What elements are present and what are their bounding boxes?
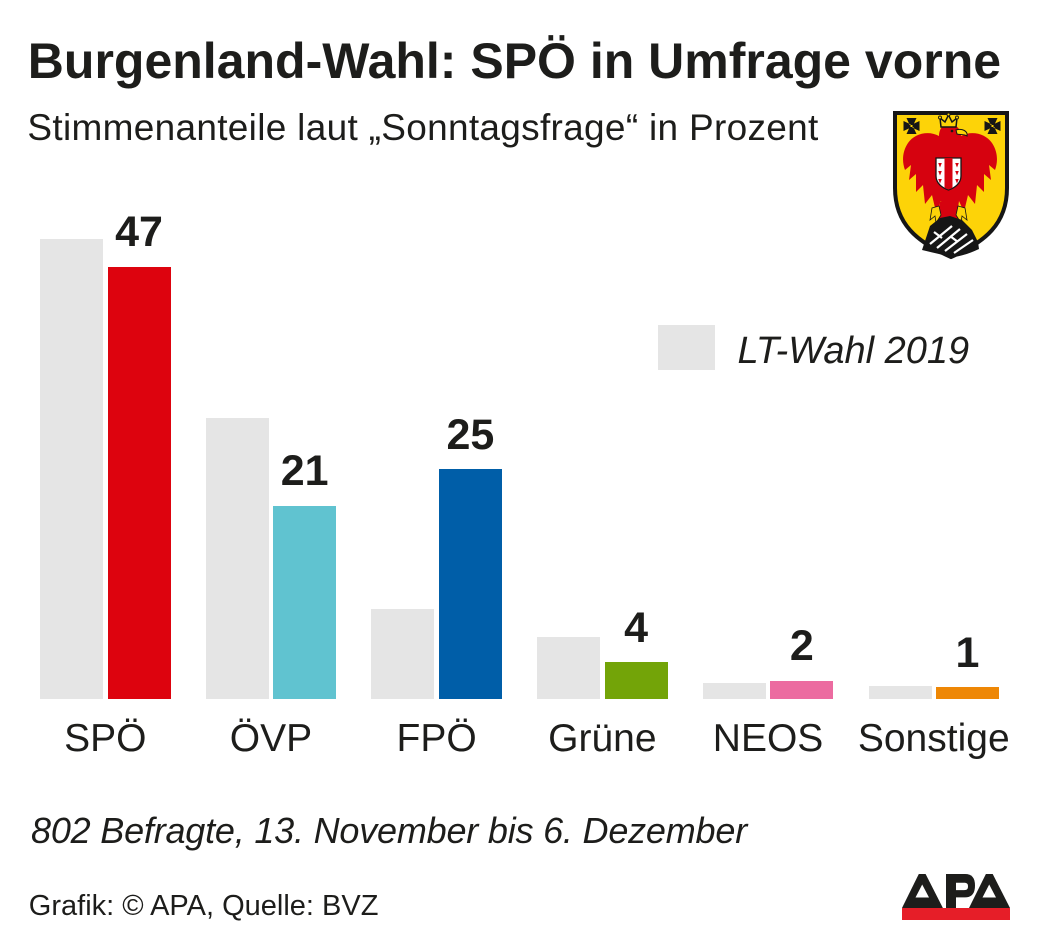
bar-value-label: 4 [624, 603, 649, 652]
rock-icon [922, 205, 979, 257]
survey-note: 802 Befragte, 13. November bis 6. Dezemb… [31, 809, 747, 851]
apa-logo-icon [902, 874, 1010, 920]
legend-swatch [658, 325, 715, 370]
bar-sonntagsfrage [107, 266, 171, 699]
category-label: Sonstige [857, 717, 1010, 760]
bar-value-label: 25 [446, 410, 495, 459]
bar-sonntagsfrage [438, 469, 502, 699]
legend-label: LT-Wahl 2019 [737, 329, 970, 372]
page-title: Burgenland-Wahl: SPÖ in Umfrage vorne [27, 32, 1002, 89]
bar-value-label: 47 [115, 208, 163, 257]
eagle-icon [903, 112, 997, 230]
burgenland-coat-of-arms-icon [893, 111, 1009, 260]
bar-sonntagsfrage [770, 680, 834, 699]
bar-value-label: 21 [280, 447, 329, 496]
bar-sonntagsfrage [936, 687, 999, 699]
category-label: FPÖ [396, 717, 477, 760]
bar-sonntagsfrage [273, 505, 337, 699]
credit-line: Grafik: © APA, Quelle: BVZ [28, 890, 379, 922]
bar-lt-wahl-2019 [205, 418, 269, 699]
bar-lt-wahl-2019 [702, 683, 766, 699]
bar-lt-wahl-2019 [868, 686, 932, 699]
page-subtitle: Stimmenanteile laut „Sonntagsfrage“ in P… [27, 106, 819, 148]
bar-lt-wahl-2019 [40, 239, 103, 699]
bar-value-label: 1 [955, 628, 980, 677]
category-label: Grüne [548, 717, 657, 760]
bar-value-label: 2 [789, 622, 814, 671]
category-label: ÖVP [229, 717, 313, 760]
category-label: NEOS [712, 717, 824, 760]
category-label: SPÖ [64, 717, 147, 760]
cross-pattee-right [984, 118, 1001, 134]
bar-sonntagsfrage [604, 662, 668, 699]
bar-lt-wahl-2019 [537, 637, 601, 699]
bar-lt-wahl-2019 [371, 608, 435, 699]
cross-pattee-left [903, 118, 920, 134]
